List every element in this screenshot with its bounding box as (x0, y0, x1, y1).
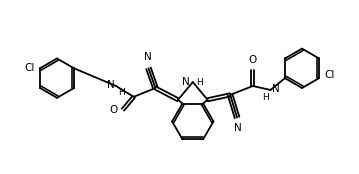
Text: Cl: Cl (324, 70, 334, 80)
Text: N: N (234, 123, 242, 133)
Text: O: O (110, 105, 118, 115)
Text: N: N (107, 80, 115, 90)
Text: N: N (144, 52, 151, 62)
Text: N: N (182, 77, 190, 87)
Text: H: H (118, 88, 125, 97)
Text: H: H (262, 93, 269, 102)
Text: Cl: Cl (25, 63, 35, 73)
Text: H: H (196, 78, 202, 87)
Text: O: O (249, 55, 257, 65)
Text: N: N (271, 84, 279, 94)
